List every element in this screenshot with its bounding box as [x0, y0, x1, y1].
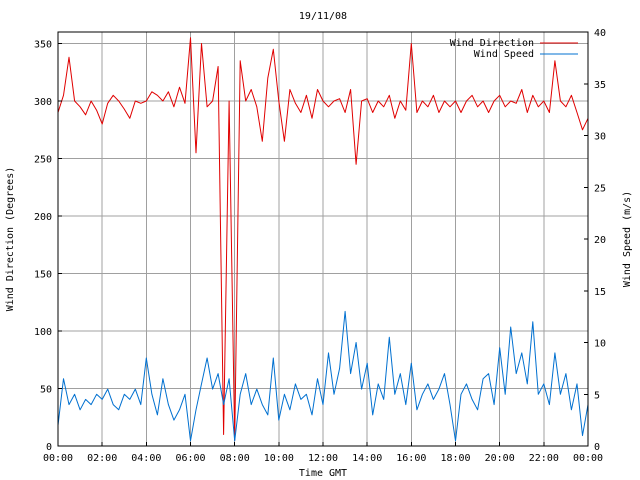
axis-ticks	[57, 31, 589, 447]
left-y-tick-label: 0	[46, 442, 52, 453]
left-y-tick-label: 200	[34, 212, 52, 223]
x-tick-label: 06:00	[175, 453, 205, 464]
left-y-tick-label: 50	[40, 385, 52, 396]
left-y-tick-label: 250	[34, 155, 52, 166]
series-line-wind-direction	[57, 37, 589, 441]
x-tick-label: 20:00	[485, 453, 515, 464]
series-lines	[57, 37, 589, 442]
left-y-axis-label: Wind Direction (Degrees)	[5, 167, 16, 312]
left-y-tick-label: 100	[34, 327, 52, 338]
x-tick-label: 16:00	[396, 453, 426, 464]
x-tick-label: 02:00	[87, 453, 117, 464]
chart-title: 19/11/08	[299, 11, 347, 22]
x-tick-label: 00:00	[573, 453, 603, 464]
right-y-tick-label: 10	[594, 339, 606, 350]
right-y-tick-label: 20	[594, 235, 606, 246]
right-y-axis-label: Wind Speed (m/s)	[622, 191, 633, 287]
legend-label-wind-speed: Wind Speed	[474, 49, 534, 60]
x-tick-label: 18:00	[440, 453, 470, 464]
left-y-tick-label: 300	[34, 97, 52, 108]
x-tick-label: 08:00	[220, 453, 250, 464]
right-y-tick-label: 15	[594, 287, 606, 298]
x-tick-label: 22:00	[529, 453, 559, 464]
legend-label-wind-direction: Wind Direction	[450, 38, 534, 49]
series-line-wind-speed	[57, 310, 589, 442]
tick-labels: 00:00 02:00 04:00 06:00 08:00 10:00 12:00 14:00…	[34, 28, 606, 464]
x-tick-label: 04:00	[131, 453, 161, 464]
right-y-tick-label: 0	[594, 442, 600, 453]
x-axis-label: Time GMT	[299, 468, 347, 479]
right-y-tick-label: 25	[594, 183, 606, 194]
x-tick-label: 12:00	[308, 453, 338, 464]
left-y-tick-label: 150	[34, 270, 52, 281]
right-y-tick-label: 30	[594, 132, 606, 143]
x-tick-label: 14:00	[352, 453, 382, 464]
right-y-tick-label: 40	[594, 28, 606, 39]
x-tick-label: 10:00	[264, 453, 294, 464]
right-y-tick-label: 5	[594, 390, 600, 401]
legend: Wind Direction Wind Speed	[450, 38, 578, 60]
left-y-tick-label: 350	[34, 40, 52, 51]
x-tick-label: 00:00	[43, 453, 73, 464]
right-y-tick-label: 35	[594, 80, 606, 91]
